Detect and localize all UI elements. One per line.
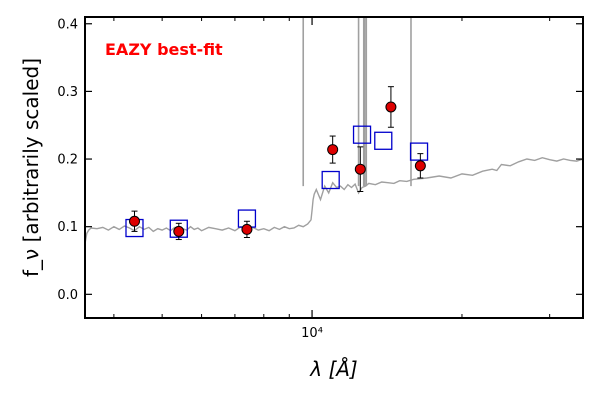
x-tick-label: 10⁴: [301, 326, 323, 341]
observed-flux-point: [128, 215, 140, 227]
fit-annotation: EAZY best-fit: [105, 40, 223, 59]
y-tick-label: 0.1: [57, 220, 78, 235]
model-flux-box: [321, 170, 340, 190]
plot-frame: [84, 16, 584, 319]
observed-flux-point: [173, 225, 185, 237]
y-tick-label: 0.4: [57, 17, 78, 32]
observed-flux-point: [414, 160, 426, 172]
x-axis-label: λ [Å]: [309, 357, 357, 381]
y-tick-label: 0.2: [57, 153, 78, 168]
y-tick-label: 0.3: [57, 85, 78, 100]
model-flux-box: [352, 125, 372, 144]
observed-flux-point: [241, 223, 253, 235]
observed-flux-point: [354, 163, 366, 175]
template-spectrum-line: [85, 156, 583, 244]
model-flux-box: [409, 142, 429, 161]
observed-flux-point: [385, 101, 397, 113]
y-tick-label: 0.0: [57, 288, 78, 303]
plot-area: [85, 17, 583, 244]
model-flux-box: [374, 131, 393, 150]
observed-flux-point: [327, 144, 339, 156]
y-axis-label: f_ν [arbitrarily scaled]: [19, 58, 43, 277]
axis-ticks: 0.0 0.1 0.2 0.3 0.4 10⁴: [57, 17, 583, 341]
